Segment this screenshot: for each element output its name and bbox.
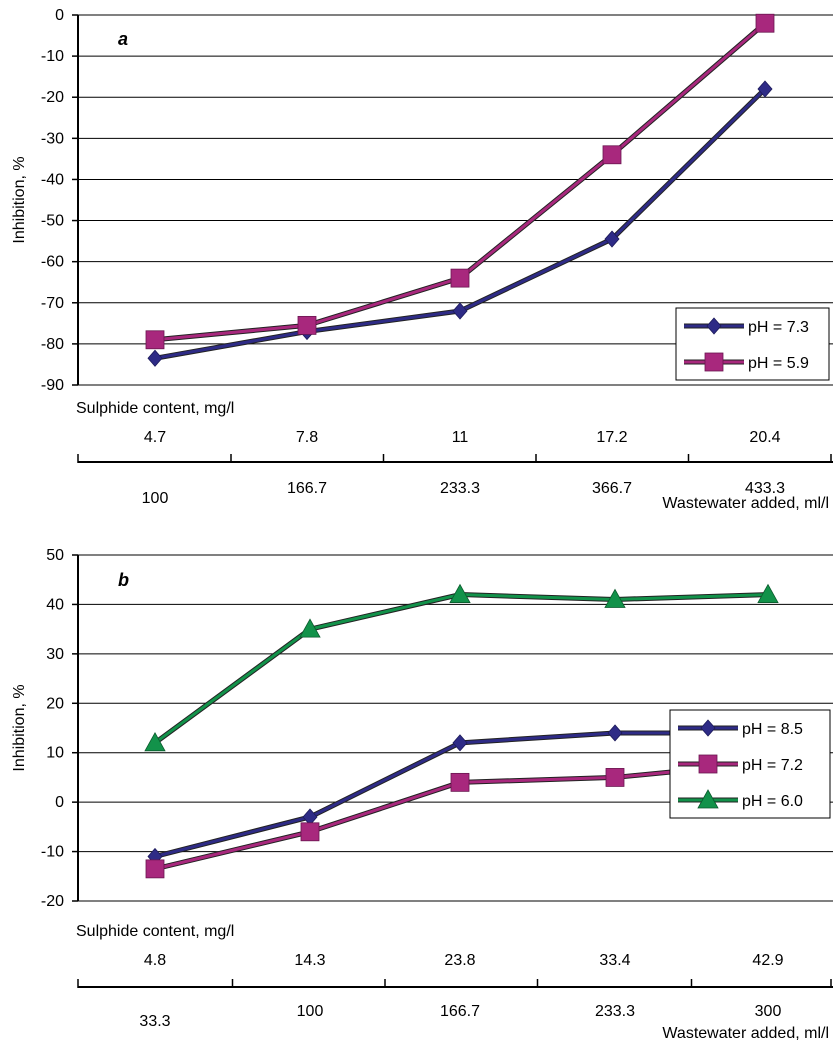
x-tick-label: 100 bbox=[142, 490, 169, 507]
y-tick-label: -50 bbox=[41, 213, 64, 230]
sulphide-axis-label: Sulphide content, mg/l bbox=[76, 400, 234, 417]
y-tick-label: 20 bbox=[46, 695, 64, 712]
sulphide-tick-label: 20.4 bbox=[749, 429, 780, 446]
panel-label: b bbox=[118, 570, 129, 590]
y-tick-label: -70 bbox=[41, 295, 64, 312]
data-point bbox=[297, 315, 317, 335]
sulphide-tick-label: 4.8 bbox=[144, 952, 166, 969]
legend-marker bbox=[697, 789, 719, 809]
data-point bbox=[602, 145, 622, 165]
legend-box bbox=[675, 307, 830, 381]
y-axis-label: Inhibition, % bbox=[11, 684, 28, 771]
sulphide-tick-label: 33.4 bbox=[599, 952, 630, 969]
y-tick-label: -40 bbox=[41, 171, 64, 188]
chart-panel-a: 0 -10 -20 -30 -40 -50 -60 -70 -80 -90 Inhibition, … bbox=[11, 7, 833, 512]
data-point bbox=[452, 302, 468, 320]
legend-marker bbox=[706, 317, 722, 335]
y-tick-label: -30 bbox=[41, 130, 64, 147]
x-tick-label: 433.3 bbox=[745, 480, 785, 497]
sulphide-tick-label: 42.9 bbox=[752, 952, 783, 969]
y-tick-label: 10 bbox=[46, 745, 64, 762]
data-point bbox=[299, 618, 321, 638]
y-tick-label: 30 bbox=[46, 646, 64, 663]
data-point bbox=[147, 349, 163, 367]
x-axis-label: Wastewater added, ml/l bbox=[662, 495, 829, 512]
legend-marker bbox=[698, 754, 718, 774]
y-tick-label: -20 bbox=[41, 893, 64, 910]
y-tick-label: -60 bbox=[41, 254, 64, 271]
x-tick-label: 366.7 bbox=[592, 480, 632, 497]
y-tick-label: 40 bbox=[46, 596, 64, 613]
data-point bbox=[607, 724, 623, 742]
data-point bbox=[144, 732, 166, 752]
y-axis-label: Inhibition, % bbox=[11, 156, 28, 243]
y-tick-label: -80 bbox=[41, 336, 64, 353]
data-point bbox=[757, 583, 779, 603]
x-axis-label: Wastewater added, ml/l bbox=[662, 1025, 829, 1042]
x-tick-label: 100 bbox=[297, 1003, 324, 1020]
sulphide-tick-label: 14.3 bbox=[294, 952, 325, 969]
x-tick-label: 233.3 bbox=[595, 1003, 635, 1020]
data-point bbox=[604, 588, 626, 608]
y-tick-label: 0 bbox=[55, 794, 64, 811]
legend: pH = 8.5 pH = 7.2 pH = 6.0 bbox=[669, 709, 831, 819]
legend-entry: pH = 7.2 bbox=[742, 757, 803, 774]
y-tick-label: -10 bbox=[41, 48, 64, 65]
data-point bbox=[145, 859, 165, 879]
legend-entry: pH = 6.0 bbox=[742, 793, 803, 810]
sulphide-tick-label: 4.7 bbox=[144, 429, 166, 446]
legend-marker bbox=[700, 719, 716, 737]
legend-entry: pH = 8.5 bbox=[742, 721, 803, 738]
x-tick-label: 300 bbox=[755, 1003, 782, 1020]
x-tick-label: 166.7 bbox=[440, 1003, 480, 1020]
y-tick-label: -90 bbox=[41, 377, 64, 394]
data-point bbox=[755, 13, 775, 33]
data-point bbox=[450, 772, 470, 792]
legend-entry: pH = 7.3 bbox=[748, 319, 809, 336]
data-point bbox=[452, 734, 468, 752]
y-tick-label: 50 bbox=[46, 547, 64, 564]
panel-label: a bbox=[118, 29, 128, 49]
data-point bbox=[605, 768, 625, 787]
sulphide-tick-label: 23.8 bbox=[444, 952, 475, 969]
sulphide-tick-label: 17.2 bbox=[596, 429, 627, 446]
legend: pH = 7.3 pH = 5.9 bbox=[675, 307, 830, 381]
legend-entry: pH = 5.9 bbox=[748, 355, 809, 372]
data-point bbox=[450, 268, 470, 288]
data-point bbox=[300, 822, 320, 842]
sulphide-tick-label: 7.8 bbox=[296, 429, 318, 446]
data-point bbox=[757, 80, 773, 98]
data-point bbox=[449, 583, 471, 603]
x-tick-label: 33.3 bbox=[139, 1013, 170, 1030]
x-tick-label: 233.3 bbox=[440, 480, 480, 497]
data-point bbox=[145, 330, 165, 350]
y-tick-label: -10 bbox=[41, 844, 64, 861]
y-tick-label: -20 bbox=[41, 89, 64, 106]
y-tick-label: 0 bbox=[55, 7, 64, 24]
data-point bbox=[604, 230, 620, 248]
legend-marker bbox=[704, 352, 724, 372]
sulphide-axis-label: Sulphide content, mg/l bbox=[76, 923, 234, 940]
x-tick-label: 166.7 bbox=[287, 480, 327, 497]
sulphide-tick-label: 11 bbox=[452, 429, 469, 446]
